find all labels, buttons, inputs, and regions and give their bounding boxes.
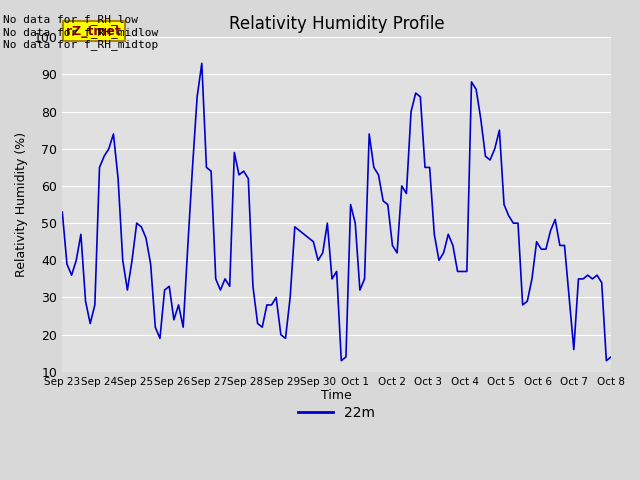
Text: No data for f_RH_low
No data for f_RH_midlow
No data for f_RH_midtop: No data for f_RH_low No data for f_RH_mi…: [3, 14, 159, 50]
Legend: 22m: 22m: [292, 400, 381, 425]
Y-axis label: Relativity Humidity (%): Relativity Humidity (%): [15, 132, 28, 277]
Text: rZ_tmet: rZ_tmet: [67, 24, 121, 37]
Title: Relativity Humidity Profile: Relativity Humidity Profile: [229, 15, 444, 33]
X-axis label: Time: Time: [321, 389, 352, 402]
